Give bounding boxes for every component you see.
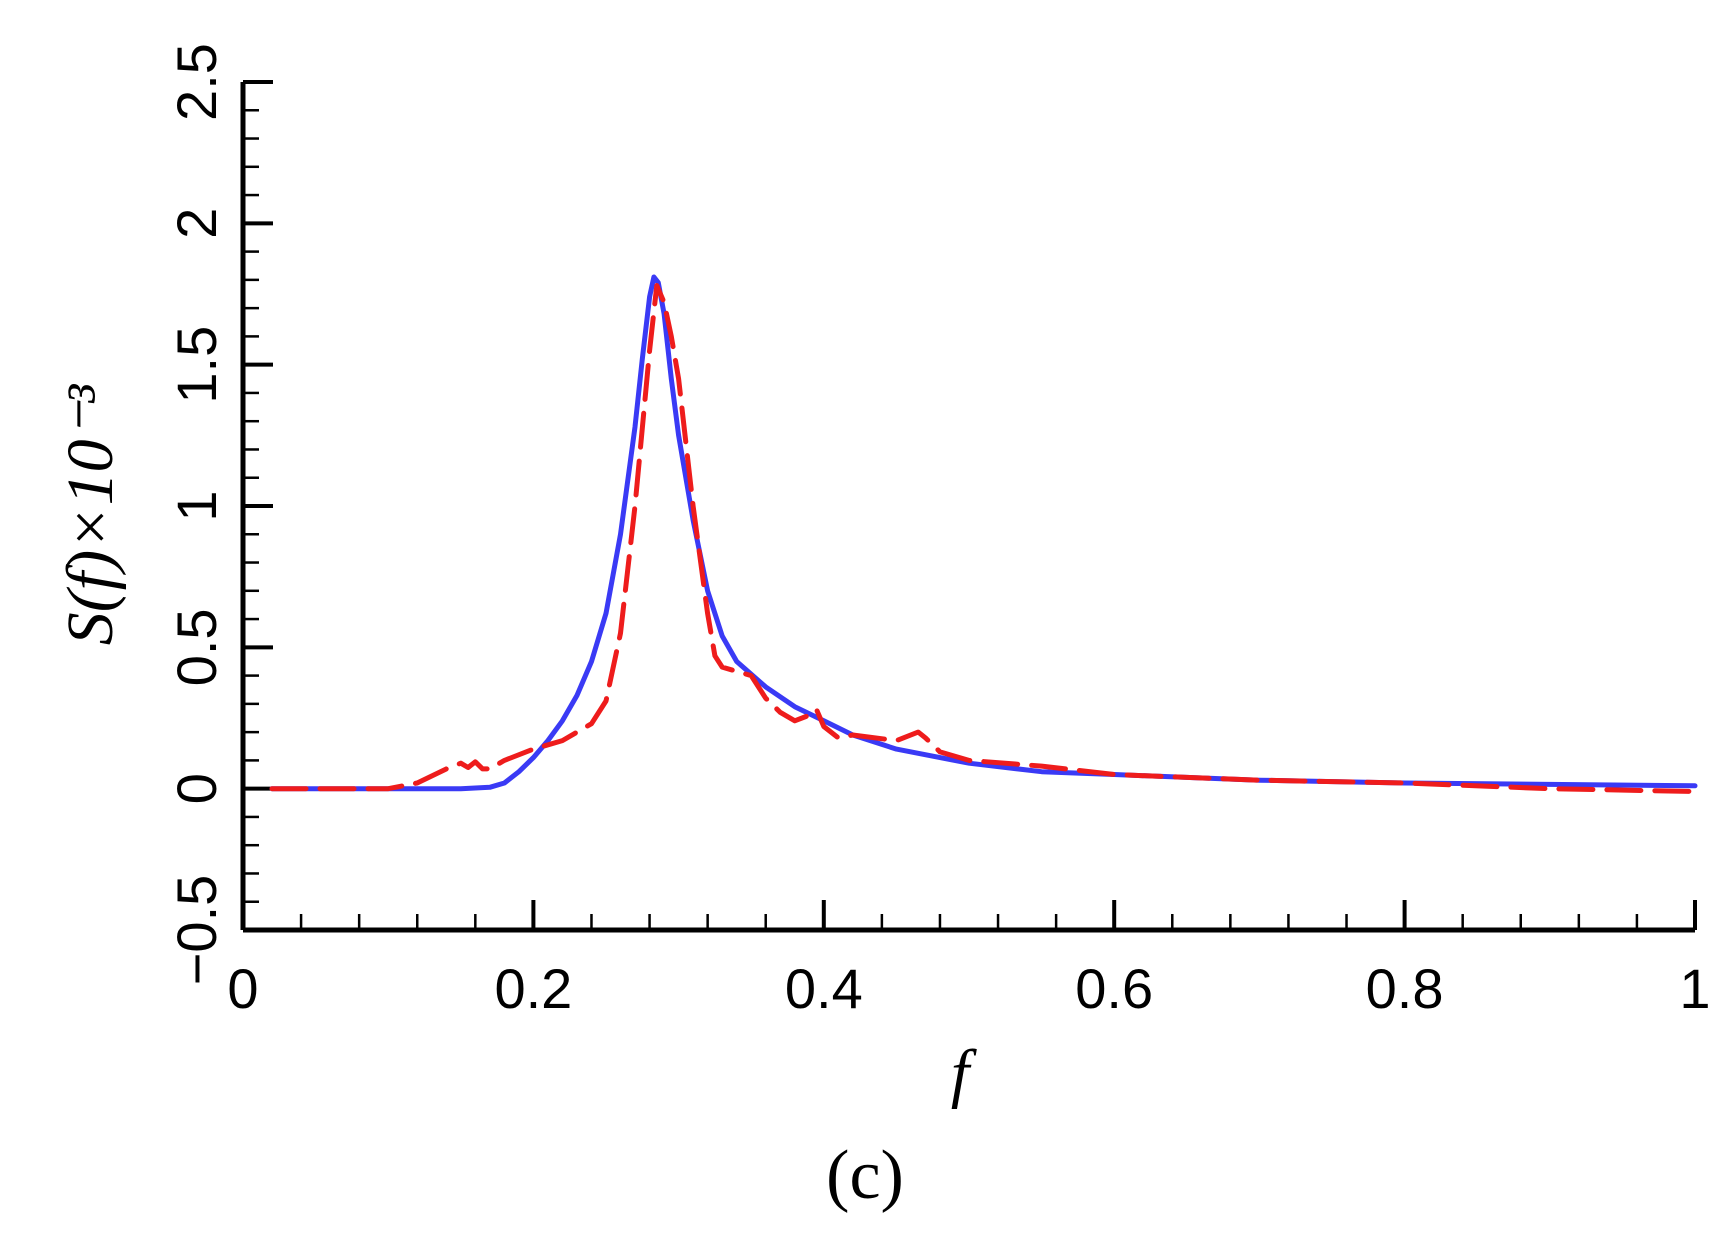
y-tick-label: 2.5 bbox=[165, 43, 228, 121]
x-tick-label: 0.8 bbox=[1366, 957, 1444, 1020]
x-tick-label: 0 bbox=[227, 957, 258, 1020]
axes: 0 0.2 0.4 0.6 0.8 1−0.500.511.522.5 bbox=[165, 43, 1711, 1020]
y-tick-label: 1.5 bbox=[165, 326, 228, 404]
y-tick-label: −0.5 bbox=[165, 875, 228, 986]
y-tick-label: 0 bbox=[165, 773, 228, 804]
x-tick-label: 0.6 bbox=[1075, 957, 1153, 1020]
x-axis-title: f bbox=[951, 1037, 977, 1110]
y-axis-title: S(f)×10⁻³ bbox=[54, 384, 127, 646]
panel-label: (c) bbox=[826, 1137, 904, 1214]
series-line-dashed-red bbox=[269, 283, 1698, 794]
y-tick-label: 2 bbox=[165, 208, 228, 239]
x-tick-label: 0.4 bbox=[785, 957, 863, 1020]
series-layer bbox=[269, 274, 1698, 794]
y-tick-label: 1 bbox=[165, 490, 228, 521]
series-line-solid-blue bbox=[269, 274, 1698, 792]
y-tick-label: 0.5 bbox=[165, 608, 228, 686]
x-tick-label: 1 bbox=[1679, 957, 1710, 1020]
x-tick-label: 0.2 bbox=[494, 957, 572, 1020]
